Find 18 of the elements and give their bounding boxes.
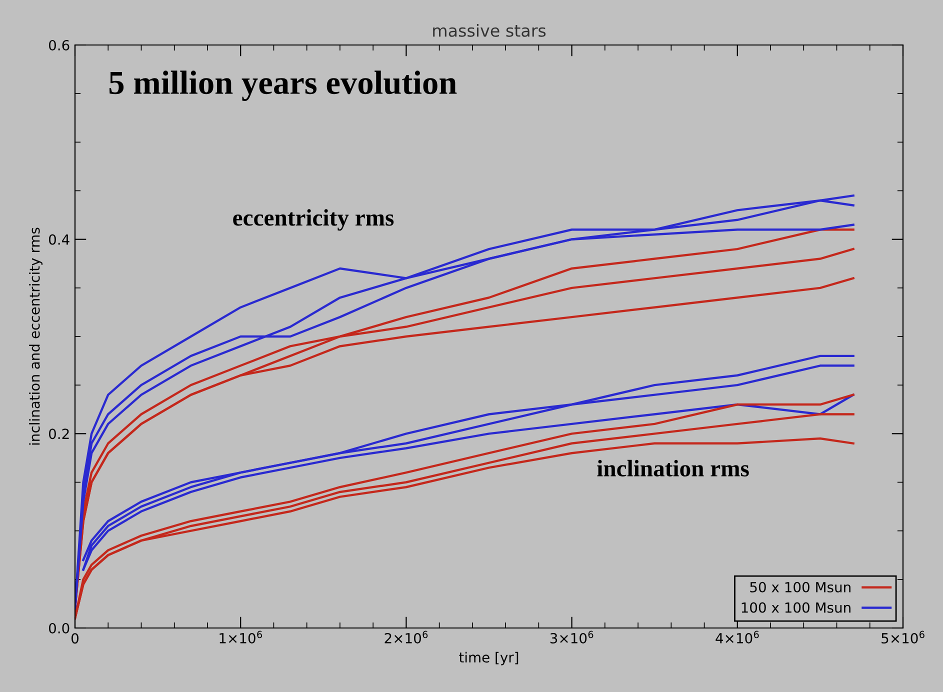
y-tick-label: 0.0 xyxy=(48,622,70,634)
x-tick-label: 1×10$^{6}$ xyxy=(220,630,262,644)
x-tick-label: 4×10$^{6}$ xyxy=(716,630,759,644)
x-tick-label: 5×10$^{6}$ xyxy=(882,630,924,644)
x-tick-label: 3×10$^{6}$ xyxy=(550,630,594,644)
y-axis-title: inclination and eccentricity rms xyxy=(29,228,42,445)
x-tick-label: 2×10$^{6}$ xyxy=(384,630,428,644)
x-tick-label: 0 xyxy=(71,633,78,644)
y-tick-label: 0.4 xyxy=(48,234,70,245)
chart-title: massive stars xyxy=(433,24,546,37)
annotation: eccentricity rms xyxy=(233,209,394,231)
y-tick-label: 0.6 xyxy=(48,40,70,50)
annotation: inclination rms xyxy=(597,460,749,476)
y-tick-label: 0.2 xyxy=(48,428,69,440)
legend-label: 50 x 100 Msun xyxy=(750,582,850,592)
annotation: 5 million years evolution xyxy=(109,70,457,101)
legend-label: 100 x 100 Msun xyxy=(742,602,850,613)
x-axis-title: time [yr] xyxy=(459,652,518,666)
